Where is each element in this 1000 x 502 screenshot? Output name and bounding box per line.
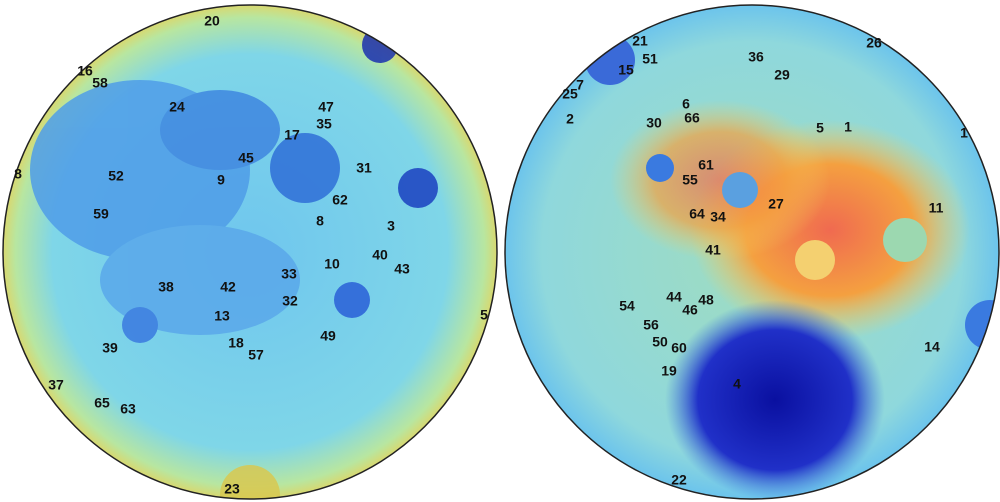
- region-label: 39: [102, 340, 118, 356]
- region-label: 9: [217, 172, 225, 188]
- region-label: 25: [562, 86, 578, 102]
- region-label: 27: [768, 196, 784, 212]
- region-label: 62: [332, 192, 348, 208]
- region-label: 19: [661, 363, 677, 379]
- region-label: 37: [48, 377, 64, 393]
- region-label: 2: [566, 111, 574, 127]
- region-label: 49: [320, 328, 336, 344]
- region-label: 63: [120, 401, 136, 417]
- region-label: 36: [748, 49, 764, 65]
- region-label: 26: [866, 35, 882, 51]
- region-label: 58: [92, 75, 108, 91]
- region-label: 56: [643, 317, 659, 333]
- region-label: 59: [93, 206, 109, 222]
- region-label: 24: [169, 99, 185, 115]
- region-label: 65: [94, 395, 110, 411]
- region-label: 50: [652, 334, 668, 350]
- region-label: 32: [282, 293, 298, 309]
- region-label: 22: [671, 472, 687, 488]
- region-label: 61: [698, 157, 714, 173]
- region-label: 42: [220, 279, 236, 295]
- region-label: 34: [710, 209, 726, 225]
- region-label: 44: [666, 289, 682, 305]
- region-label: 21: [632, 33, 648, 49]
- region-label: 60: [671, 340, 687, 356]
- region-label: 16: [77, 63, 93, 79]
- region-label: 40: [372, 247, 388, 263]
- region-label: 43: [394, 261, 410, 277]
- region-label: 5: [480, 307, 488, 323]
- region-label: 35: [316, 116, 332, 132]
- region-label: 23: [224, 481, 240, 497]
- near-side: [2, 4, 498, 500]
- region-label: 47: [318, 99, 334, 115]
- region-label: 33: [281, 266, 297, 282]
- region-label: 30: [646, 115, 662, 131]
- region-label: 10: [324, 256, 340, 272]
- region-label: 7: [576, 77, 584, 93]
- region-label: 38: [158, 279, 174, 295]
- region-label: 17: [284, 127, 300, 143]
- region-label: 18: [228, 335, 244, 351]
- region-label: 66: [684, 110, 700, 126]
- region-label: 46: [682, 302, 698, 318]
- region-label: 11: [929, 200, 944, 216]
- region-label: 52: [108, 168, 124, 184]
- region-label: 14: [924, 339, 940, 355]
- region-label: 64: [689, 206, 705, 222]
- region-label: 15: [618, 62, 634, 78]
- region-label: 45: [238, 150, 254, 166]
- region-label: 31: [356, 160, 372, 176]
- region-label: 4: [733, 376, 741, 392]
- region-label: 5: [816, 120, 824, 136]
- region-label: 54: [619, 298, 635, 314]
- region-label: 29: [774, 67, 790, 83]
- region-label: 8: [14, 166, 22, 182]
- region-label: 6: [682, 96, 690, 112]
- region-label: 13: [214, 308, 230, 324]
- region-label: 1: [844, 119, 852, 135]
- region-label: 55: [682, 172, 698, 188]
- region-label: 20: [204, 13, 220, 29]
- far-side: [504, 4, 1000, 500]
- region-label: 1: [960, 125, 968, 141]
- region-label: 48: [698, 292, 714, 308]
- region-label: 51: [642, 51, 658, 67]
- region-label: 3: [387, 218, 395, 234]
- region-label: 8: [316, 213, 324, 229]
- region-label: 57: [248, 347, 264, 363]
- region-label: 41: [705, 242, 721, 258]
